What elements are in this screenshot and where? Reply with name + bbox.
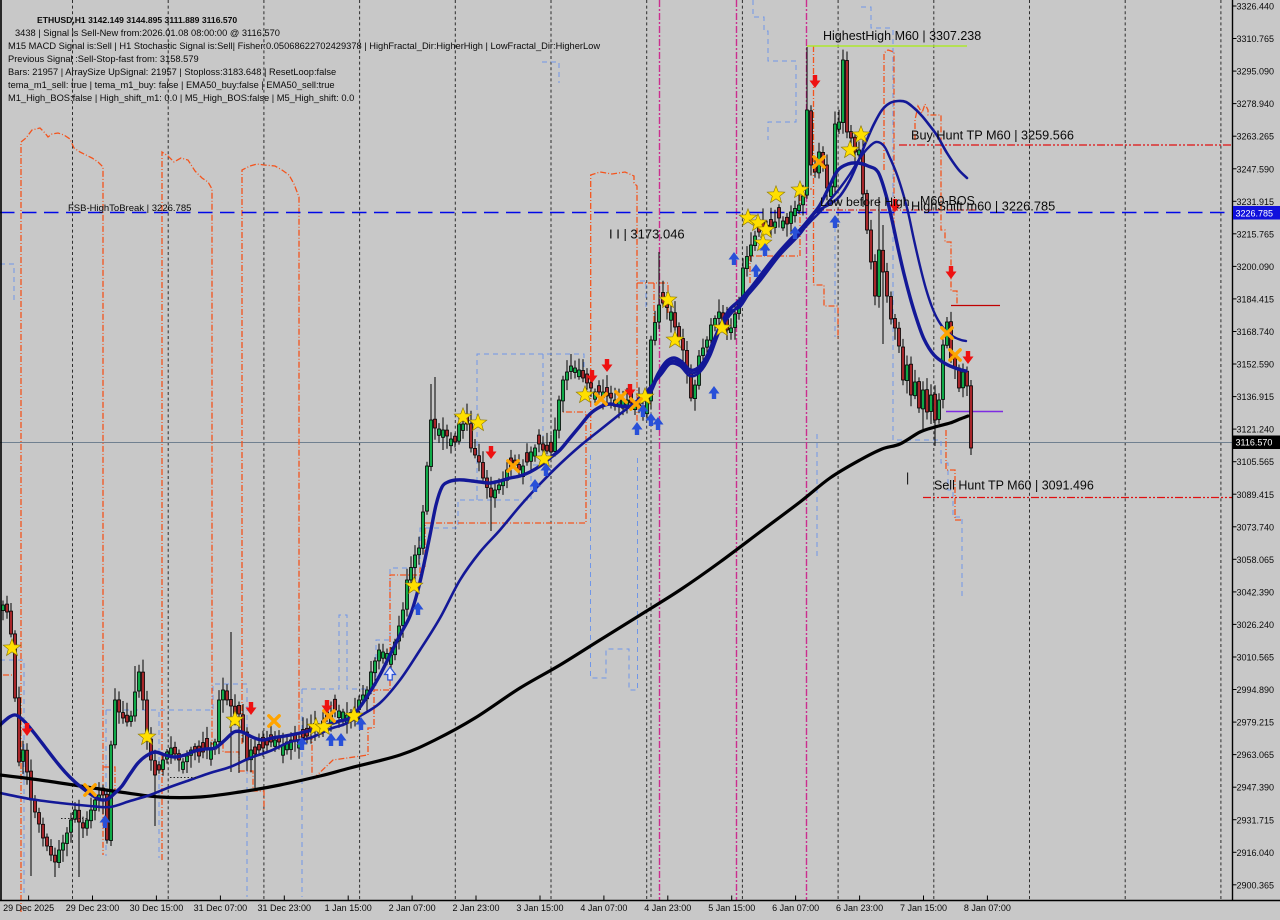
svg-text:M1_High_BOS:false | High_shift: M1_High_BOS:false | High_shift_m1: 0.0 |… bbox=[8, 93, 354, 103]
svg-text:7 Jan 15:00: 7 Jan 15:00 bbox=[900, 903, 947, 913]
svg-text:2 Jan 23:00: 2 Jan 23:00 bbox=[453, 903, 500, 913]
svg-text:3247.590: 3247.590 bbox=[1237, 164, 1275, 174]
svg-text:3168.740: 3168.740 bbox=[1237, 327, 1275, 337]
svg-text:2979.215: 2979.215 bbox=[1237, 718, 1275, 728]
svg-text:29 Dec 23:00: 29 Dec 23:00 bbox=[66, 903, 120, 913]
svg-text:3 Jan 15:00: 3 Jan 15:00 bbox=[516, 903, 563, 913]
svg-text:3058.065: 3058.065 bbox=[1237, 555, 1275, 565]
svg-text:2947.390: 2947.390 bbox=[1237, 783, 1275, 793]
svg-text:3226.785: 3226.785 bbox=[1236, 209, 1274, 219]
svg-text:3089.415: 3089.415 bbox=[1237, 490, 1275, 500]
svg-text:31 Dec 07:00: 31 Dec 07:00 bbox=[194, 903, 248, 913]
svg-text:29 Dec 2025: 29 Dec 2025 bbox=[3, 903, 54, 913]
svg-text:3116.570: 3116.570 bbox=[1236, 438, 1273, 448]
svg-text:M15 MACD Signal is:Sell | H1 S: M15 MACD Signal is:Sell | H1 Stochastic … bbox=[8, 41, 600, 51]
svg-text:Buy Hunt TP M60 | 3259.566: Buy Hunt TP M60 | 3259.566 bbox=[911, 129, 1074, 143]
svg-text:Bars: 21957 | ArraySize UpSign: Bars: 21957 | ArraySize UpSignal: 21957 … bbox=[8, 67, 336, 77]
svg-text:3152.590: 3152.590 bbox=[1237, 360, 1275, 370]
svg-text:3026.240: 3026.240 bbox=[1237, 620, 1275, 630]
svg-text:M60-BOS: M60-BOS bbox=[920, 194, 975, 208]
svg-text:3326.440: 3326.440 bbox=[1237, 2, 1275, 12]
svg-text:3136.915: 3136.915 bbox=[1237, 392, 1275, 402]
svg-text:3184.415: 3184.415 bbox=[1237, 294, 1275, 304]
svg-text:31 Dec 23:00: 31 Dec 23:00 bbox=[258, 903, 312, 913]
svg-text:6 Jan 23:00: 6 Jan 23:00 bbox=[836, 903, 883, 913]
svg-text:2931.715: 2931.715 bbox=[1237, 815, 1275, 825]
svg-text:8 Jan 07:00: 8 Jan 07:00 bbox=[964, 903, 1011, 913]
svg-text:3010.565: 3010.565 bbox=[1237, 653, 1275, 663]
svg-text:Sell Hunt TP M60 | 3091.496: Sell Hunt TP M60 | 3091.496 bbox=[934, 479, 1094, 493]
svg-text:HighShift m60 | 3226.785: HighShift m60 | 3226.785 bbox=[911, 199, 1055, 214]
svg-text:30 Dec 15:00: 30 Dec 15:00 bbox=[130, 903, 184, 913]
svg-text:tema_m1_sell: true | tema_m1_b: tema_m1_sell: true | tema_m1_buy: false … bbox=[8, 80, 335, 90]
svg-text:3073.740: 3073.740 bbox=[1237, 522, 1275, 532]
svg-text:3278.940: 3278.940 bbox=[1237, 99, 1275, 109]
svg-text:HighestHigh M60 | 3307.238: HighestHigh M60 | 3307.238 bbox=[823, 29, 981, 43]
svg-text:3231.915: 3231.915 bbox=[1237, 197, 1275, 207]
svg-text:3105.565: 3105.565 bbox=[1237, 457, 1275, 467]
svg-text:2994.890: 2994.890 bbox=[1237, 685, 1275, 695]
svg-text:6 Jan 07:00: 6 Jan 07:00 bbox=[772, 903, 819, 913]
svg-text:2 Jan 07:00: 2 Jan 07:00 bbox=[389, 903, 436, 913]
svg-text:4 Jan 23:00: 4 Jan 23:00 bbox=[644, 903, 691, 913]
svg-text:I I | 3173.046: I I | 3173.046 bbox=[609, 227, 685, 242]
svg-text:3200.090: 3200.090 bbox=[1237, 262, 1275, 272]
svg-text:3295.090: 3295.090 bbox=[1237, 67, 1275, 77]
svg-text:3310.765: 3310.765 bbox=[1237, 34, 1275, 44]
svg-text:|: | bbox=[906, 471, 909, 485]
svg-text:3438 | Signal is Sell-New from: 3438 | Signal is Sell-New from:2026.01.0… bbox=[15, 28, 280, 38]
svg-text:5 Jan 15:00: 5 Jan 15:00 bbox=[708, 903, 755, 913]
svg-text:3121.240: 3121.240 bbox=[1237, 425, 1275, 435]
svg-text:3042.390: 3042.390 bbox=[1237, 587, 1275, 597]
svg-text:Previous Signal :Sell-Stop-fas: Previous Signal :Sell-Stop-fast from: 31… bbox=[8, 54, 199, 64]
svg-text:ETHUSD,H1 3142.149 3144.895 3: ETHUSD,H1 3142.149 3144.895 3111.889 311… bbox=[37, 15, 237, 25]
svg-text:4 Jan 07:00: 4 Jan 07:00 bbox=[580, 903, 627, 913]
svg-text:1 Jan 15:00: 1 Jan 15:00 bbox=[325, 903, 372, 913]
svg-text:Low before High: Low before High bbox=[820, 195, 910, 209]
svg-text:2900.365: 2900.365 bbox=[1237, 880, 1275, 890]
svg-text:3215.765: 3215.765 bbox=[1237, 229, 1275, 239]
svg-text:3263.265: 3263.265 bbox=[1237, 132, 1275, 142]
svg-text:2963.065: 2963.065 bbox=[1237, 750, 1275, 760]
svg-text:2916.040: 2916.040 bbox=[1237, 848, 1275, 858]
svg-text:FSB-HighToBreak | 3226.785: FSB-HighToBreak | 3226.785 bbox=[68, 203, 191, 214]
